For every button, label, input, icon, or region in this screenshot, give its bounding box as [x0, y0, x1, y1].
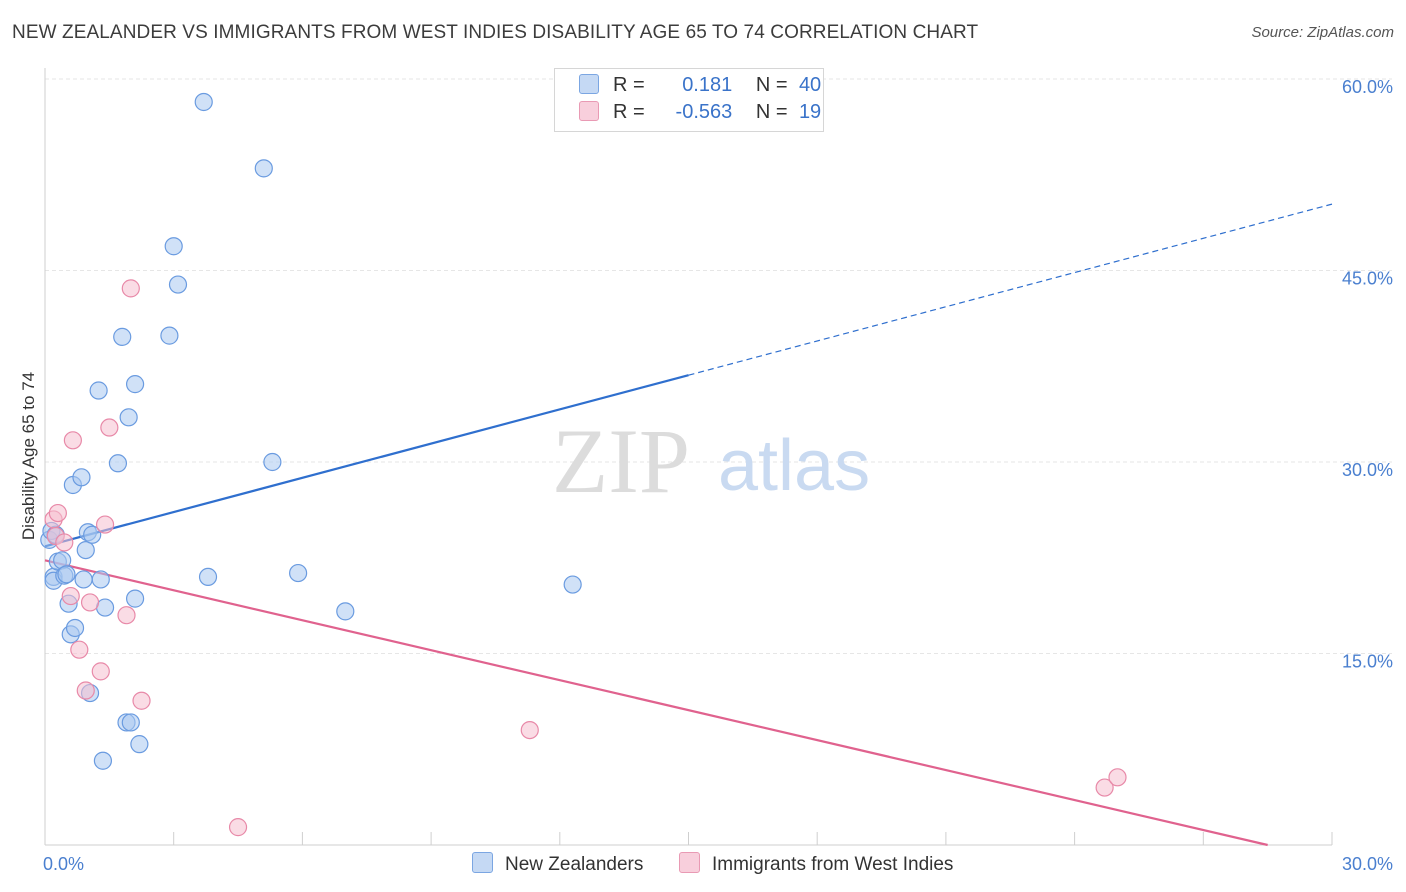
data-points — [40, 92, 1127, 837]
y-axis-label: Disability Age 65 to 74 — [19, 372, 38, 540]
point-new-zealanders — [57, 565, 76, 584]
legend-n-label: N = — [755, 74, 788, 96]
point-new-zealanders — [76, 540, 95, 560]
point-new-zealanders — [93, 751, 113, 770]
legend-row-west-indies: R = -0.563 N = 19 — [579, 101, 827, 127]
legend-r-label: R = — [613, 74, 645, 96]
series-legend: New Zealanders Immigrants from West Indi… — [0, 852, 1406, 878]
point-west-indies — [95, 515, 115, 534]
point-new-zealanders — [121, 713, 140, 732]
trend-line-west-indies — [44, 559, 1268, 847]
point-west-indies — [121, 279, 140, 298]
point-west-indies — [91, 662, 110, 681]
grid-lines — [45, 78, 1392, 654]
legend-n-value: 19 — [798, 101, 822, 123]
point-new-zealanders — [108, 454, 128, 473]
legend-r-label: R = — [613, 101, 645, 123]
point-new-zealanders — [95, 598, 115, 617]
point-new-zealanders — [563, 575, 582, 594]
point-west-indies — [1095, 778, 1114, 797]
point-new-zealanders — [119, 408, 138, 427]
legend-swatch-pink — [579, 101, 599, 121]
x-tick-labels: 0.0% 30.0% — [43, 854, 1393, 874]
point-west-indies — [70, 640, 89, 659]
watermark: ZIP atlas — [552, 410, 870, 512]
legend-row-new-zealanders: R = 0.181 N = 40 — [579, 74, 827, 100]
legend-swatch-blue — [579, 74, 599, 94]
trend-line-new-zealanders-extension — [688, 203, 1333, 376]
axes — [44, 68, 1333, 846]
legend-swatch-pink — [679, 852, 700, 873]
point-new-zealanders — [194, 92, 213, 112]
trend-lines — [44, 203, 1333, 847]
legend-item-new-zealanders: New Zealanders — [472, 852, 643, 876]
point-new-zealanders — [91, 570, 110, 589]
point-new-zealanders — [130, 735, 149, 754]
point-new-zealanders — [113, 327, 132, 346]
point-new-zealanders — [89, 381, 108, 400]
legend-swatch-blue — [472, 852, 493, 873]
point-west-indies — [76, 681, 95, 700]
point-new-zealanders — [160, 326, 179, 345]
point-west-indies — [48, 503, 67, 523]
y-tick-label: 15.0% — [1342, 652, 1393, 672]
point-west-indies — [63, 431, 82, 450]
point-west-indies — [80, 593, 100, 612]
point-west-indies — [61, 586, 80, 606]
x-tick-label: 30.0% — [1342, 854, 1393, 874]
point-west-indies — [228, 818, 248, 837]
legend-n-value: 40 — [798, 74, 822, 96]
trend-line-new-zealanders — [44, 374, 689, 548]
point-new-zealanders — [289, 563, 308, 583]
point-west-indies — [1108, 768, 1127, 787]
point-west-indies — [132, 691, 151, 710]
point-west-indies — [100, 418, 119, 437]
point-new-zealanders — [74, 570, 93, 589]
point-new-zealanders — [83, 525, 102, 544]
correlation-legend: R = 0.181 N = 40 R = -0.563 N = 19 — [554, 68, 824, 132]
legend-r-value: 0.181 — [682, 74, 733, 96]
point-new-zealanders — [164, 237, 183, 256]
legend-n-label: N = — [755, 101, 788, 123]
legend-label: New Zealanders — [505, 854, 644, 875]
source-label: Source: ZipAtlas.com — [1251, 24, 1394, 41]
point-new-zealanders — [263, 452, 282, 472]
y-tick-label: 60.0% — [1342, 77, 1393, 97]
legend-label: Immigrants from West Indies — [712, 854, 954, 875]
point-west-indies — [55, 533, 74, 552]
point-west-indies — [117, 606, 136, 625]
point-new-zealanders — [125, 375, 145, 394]
watermark-atlas: atlas — [718, 426, 870, 506]
chart-title: NEW ZEALANDER VS IMMIGRANTS FROM WEST IN… — [12, 22, 979, 43]
y-tick-label: 45.0% — [1342, 269, 1393, 289]
legend-item-west-indies: Immigrants from West Indies — [679, 852, 953, 876]
point-new-zealanders — [125, 589, 145, 608]
point-new-zealanders — [254, 159, 273, 178]
watermark-zip: ZIP — [552, 410, 690, 512]
point-new-zealanders — [65, 618, 85, 638]
point-new-zealanders — [72, 468, 91, 487]
point-west-indies — [520, 720, 539, 740]
legend-r-value: -0.563 — [675, 101, 733, 123]
x-tick-label: 0.0% — [43, 854, 84, 874]
point-new-zealanders — [198, 567, 218, 587]
point-new-zealanders — [168, 275, 188, 294]
point-new-zealanders — [336, 602, 355, 621]
y-tick-labels: 15.0% 30.0% 45.0% 60.0% — [1342, 77, 1393, 672]
y-tick-label: 30.0% — [1342, 460, 1393, 480]
